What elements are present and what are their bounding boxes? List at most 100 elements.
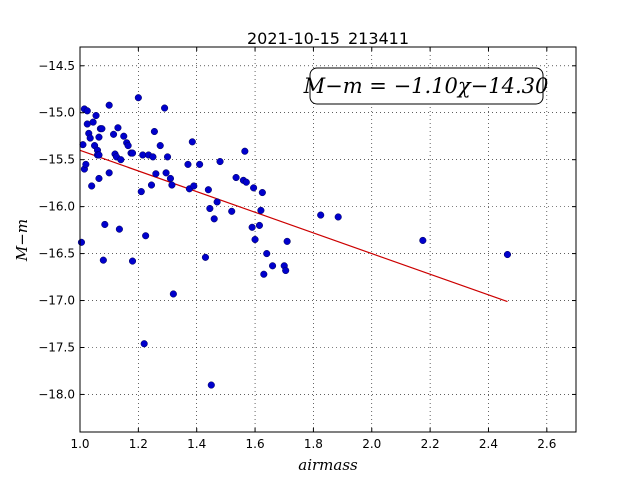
data-point — [168, 181, 176, 189]
data-point — [89, 118, 97, 126]
plot-frame — [79, 46, 577, 433]
data-point — [163, 153, 172, 161]
y-tick-label: −14.5 — [38, 59, 75, 73]
data-point — [134, 94, 142, 102]
data-point — [117, 156, 125, 164]
data-point — [128, 149, 137, 157]
data-point — [92, 111, 100, 120]
data-point — [269, 262, 277, 270]
x-tick-label: 2.0 — [362, 437, 381, 451]
data-point — [184, 160, 192, 168]
data-point — [83, 120, 91, 128]
fit-equation: M−m = −1.10χ−14.30 — [303, 74, 549, 98]
data-point — [95, 174, 103, 183]
data-point — [115, 225, 123, 233]
data-point — [242, 178, 250, 186]
data-point — [114, 124, 122, 132]
x-tick-label: 1.6 — [246, 437, 265, 451]
data-point — [162, 169, 170, 177]
y-tick-label: −17.0 — [38, 294, 75, 308]
plot-area — [80, 47, 576, 432]
data-point — [257, 206, 265, 214]
data-points — [77, 94, 511, 389]
chart-title: 2021-10-15_213411 — [247, 29, 409, 49]
y-tick-label: −15.5 — [38, 153, 75, 167]
data-point — [190, 182, 198, 190]
data-point — [255, 221, 263, 229]
data-point — [210, 215, 218, 223]
data-point — [152, 170, 160, 178]
data-point — [149, 153, 157, 161]
fit-line-layer — [79, 149, 508, 303]
x-axis-label: airmass — [298, 456, 358, 474]
data-point — [137, 188, 145, 196]
data-point — [204, 186, 212, 194]
x-tick-label: 2.2 — [421, 437, 440, 451]
data-point — [124, 142, 132, 150]
data-point — [88, 182, 96, 190]
data-point — [317, 211, 325, 219]
data-point — [79, 141, 87, 149]
data-point — [260, 270, 268, 278]
y-tick-label: −16.0 — [38, 200, 75, 214]
x-axis-ticks: 1.0 1.2 1.4 1.6 1.8 2.0 2.2 2.4 2.6 — [70, 47, 556, 451]
grid-lines — [79, 47, 576, 432]
data-point — [169, 290, 177, 298]
data-point — [95, 151, 103, 159]
data-point — [248, 223, 256, 231]
fit-line — [79, 149, 508, 303]
data-point — [86, 134, 94, 142]
data-point — [419, 236, 427, 244]
y-tick-label: −18.0 — [38, 387, 75, 401]
x-tick-label: 1.4 — [187, 437, 206, 451]
data-point — [201, 253, 210, 261]
data-point — [140, 340, 148, 348]
data-point — [156, 142, 164, 150]
data-point — [206, 204, 214, 213]
data-point — [82, 160, 90, 168]
data-point — [166, 174, 174, 183]
data-point — [147, 181, 156, 189]
y-tick-label: −15.0 — [38, 106, 75, 120]
x-tick-label: 2.6 — [537, 437, 556, 451]
data-point — [83, 107, 91, 115]
data-point — [105, 101, 113, 109]
fit-annotation: M−m = −1.10χ−14.30 — [303, 67, 549, 105]
y-tick-label: −17.5 — [38, 340, 75, 354]
data-point — [99, 256, 107, 264]
data-point — [241, 147, 249, 155]
data-point — [258, 188, 266, 197]
y-axis-label: M−m — [13, 219, 31, 262]
data-point — [120, 132, 128, 140]
data-point — [334, 213, 342, 221]
data-point — [150, 127, 158, 136]
data-point — [503, 250, 511, 259]
data-point — [110, 130, 118, 138]
data-point — [142, 232, 150, 240]
data-point — [77, 238, 86, 246]
y-axis-ticks: −14.5 −15.0 −15.5 −16.0 −16.5 −17.0 −17.5 −18.0 — [38, 59, 576, 401]
x-tick-label: 1.0 — [70, 437, 89, 451]
x-tick-label: 1.2 — [129, 437, 148, 451]
x-tick-label: 1.8 — [304, 437, 323, 451]
data-point — [232, 173, 240, 182]
data-point — [101, 220, 109, 229]
data-point — [95, 133, 103, 141]
data-point — [263, 250, 271, 258]
data-point — [216, 158, 224, 166]
data-point — [207, 381, 215, 389]
annotation-box — [309, 67, 544, 105]
data-point — [196, 160, 204, 168]
data-point — [213, 198, 221, 206]
x-tick-label: 2.4 — [479, 437, 498, 451]
data-point — [98, 125, 106, 133]
data-point — [228, 207, 236, 215]
data-point — [282, 266, 290, 275]
data-point — [105, 169, 113, 177]
data-point — [161, 104, 169, 112]
y-tick-label: −16.5 — [38, 247, 75, 261]
data-point — [188, 138, 196, 146]
data-point — [128, 257, 137, 265]
data-point — [251, 235, 259, 244]
